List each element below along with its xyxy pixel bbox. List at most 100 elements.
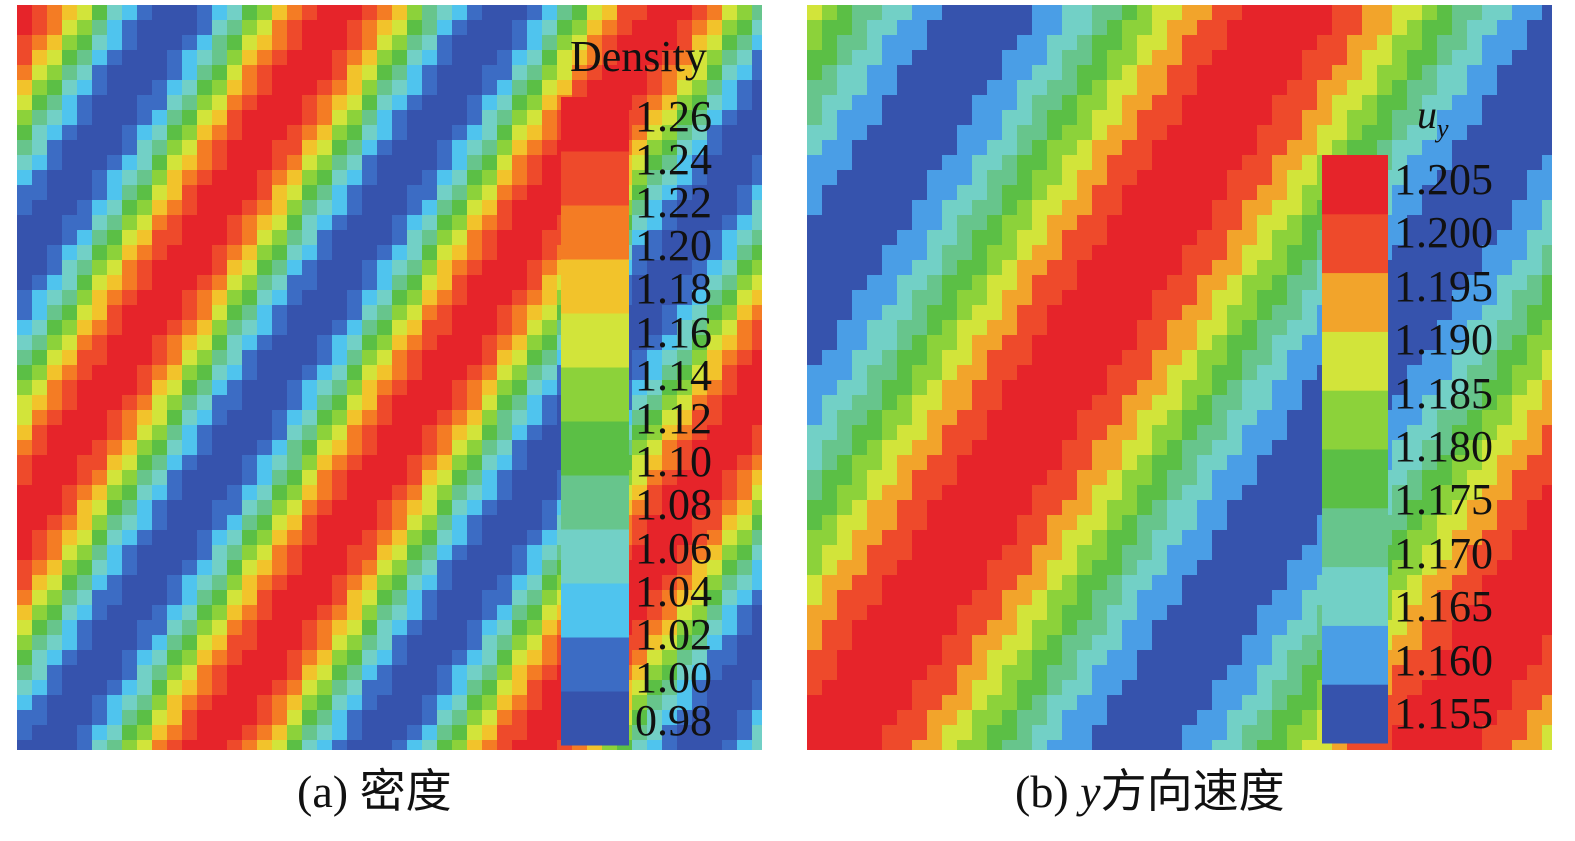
contour-cell (807, 170, 823, 186)
contour-cell (302, 110, 318, 126)
contour-cell (972, 125, 988, 141)
contour-cell (1002, 605, 1018, 621)
contour-cell (737, 350, 753, 366)
contour-cell (1452, 710, 1468, 726)
contour-cell (1257, 80, 1273, 96)
contour-cell (347, 110, 363, 126)
contour-cell (852, 485, 868, 501)
contour-cell (287, 185, 303, 201)
contour-cell (422, 200, 438, 216)
contour-cell (422, 275, 438, 291)
colorbar-segment (561, 421, 629, 476)
contour-cell (452, 335, 468, 351)
contour-cell (47, 65, 63, 81)
contour-cell (332, 380, 348, 396)
contour-cell (212, 140, 228, 156)
contour-cell (92, 710, 108, 726)
contour-cell (1482, 650, 1498, 666)
contour-cell (437, 545, 453, 561)
contour-cell (152, 5, 168, 21)
contour-cell (1227, 125, 1243, 141)
contour-cell (632, 395, 648, 411)
contour-cell (122, 740, 138, 750)
contour-cell (912, 5, 928, 21)
contour-cell (972, 500, 988, 516)
contour-cell (912, 275, 928, 291)
contour-cell (32, 275, 48, 291)
contour-cell (1542, 80, 1552, 96)
contour-cell (62, 80, 78, 96)
contour-cell (1152, 320, 1168, 336)
contour-cell (422, 725, 438, 741)
contour-cell (942, 575, 958, 591)
contour-cell (1302, 500, 1318, 516)
contour-cell (1242, 650, 1258, 666)
contour-cell (1122, 410, 1138, 426)
contour-cell (707, 110, 723, 126)
contour-cell (987, 155, 1003, 171)
contour-cell (1392, 500, 1408, 516)
contour-cell (92, 320, 108, 336)
contour-cell (972, 635, 988, 651)
contour-cell (452, 80, 468, 96)
contour-cell (422, 50, 438, 66)
contour-cell (867, 725, 883, 741)
contour-cell (302, 560, 318, 576)
contour-cell (1422, 260, 1438, 276)
contour-cell (332, 440, 348, 456)
contour-cell (1512, 650, 1528, 666)
contour-cell (927, 275, 943, 291)
contour-cell (17, 395, 33, 411)
contour-cell (1002, 500, 1018, 516)
contour-cell (527, 590, 543, 606)
contour-cell (1497, 110, 1513, 126)
contour-cell (137, 680, 153, 696)
contour-cell (1062, 650, 1078, 666)
contour-cell (692, 650, 708, 666)
contour-cell (1392, 695, 1408, 711)
contour-cell (302, 665, 318, 681)
contour-cell (362, 125, 378, 141)
contour-cell (287, 155, 303, 171)
contour-cell (197, 365, 213, 381)
contour-cell (1422, 80, 1438, 96)
contour-cell (407, 470, 423, 486)
contour-cell (1497, 50, 1513, 66)
contour-cell (1137, 515, 1153, 531)
contour-cell (1272, 140, 1288, 156)
contour-cell (512, 425, 528, 441)
contour-cell (1287, 50, 1303, 66)
contour-cell (107, 200, 123, 216)
contour-cell (647, 20, 663, 36)
contour-cell (1047, 290, 1063, 306)
contour-cell (497, 740, 513, 750)
contour-cell (972, 455, 988, 471)
contour-cell (707, 410, 723, 426)
contour-cell (897, 230, 913, 246)
contour-cell (377, 305, 393, 321)
contour-cell (632, 680, 648, 696)
contour-cell (422, 380, 438, 396)
contour-cell (1527, 740, 1543, 750)
contour-cell (1182, 185, 1198, 201)
contour-cell (107, 710, 123, 726)
contour-cell (1302, 680, 1318, 696)
contour-cell (957, 125, 973, 141)
contour-cell (1512, 215, 1528, 231)
contour-cell (1062, 470, 1078, 486)
contour-cell (392, 380, 408, 396)
contour-cell (1227, 5, 1243, 21)
contour-cell (107, 335, 123, 351)
contour-cell (1467, 515, 1483, 531)
contour-cell (17, 275, 33, 291)
contour-cell (1302, 155, 1318, 171)
contour-cell (632, 515, 648, 531)
contour-cell (927, 365, 943, 381)
contour-cell (482, 410, 498, 426)
contour-cell (47, 200, 63, 216)
contour-cell (332, 170, 348, 186)
contour-cell (942, 665, 958, 681)
contour-cell (542, 455, 558, 471)
contour-cell (92, 65, 108, 81)
contour-cell (347, 50, 363, 66)
